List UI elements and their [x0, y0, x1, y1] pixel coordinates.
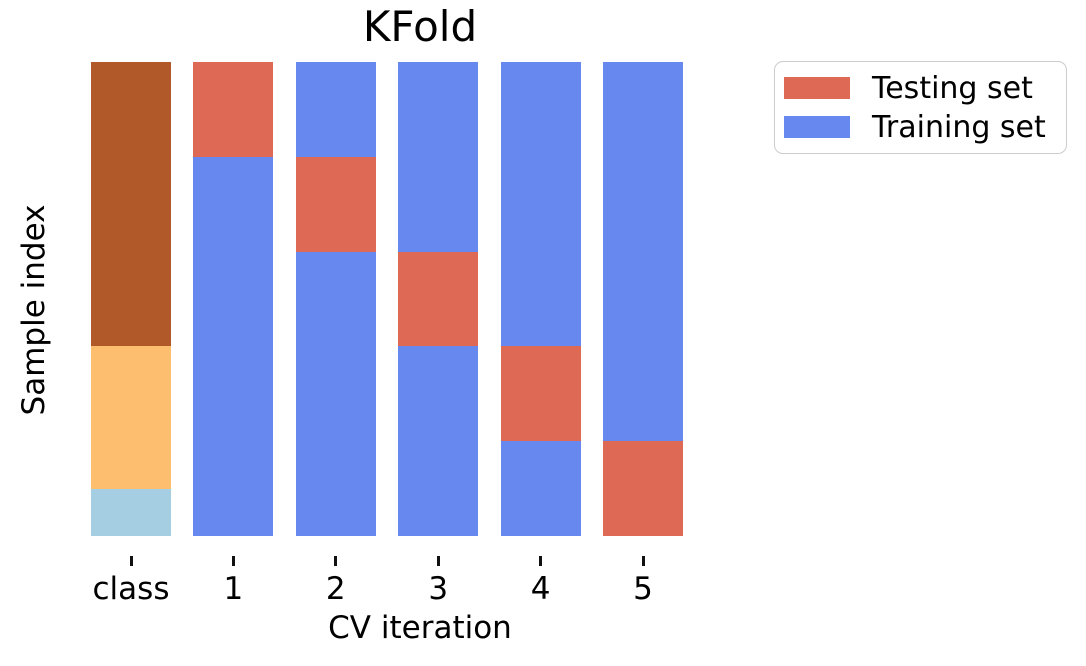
legend-swatch [784, 116, 850, 138]
bar-segment-test [500, 346, 581, 442]
bar-segment-test [295, 156, 376, 252]
legend-label: Training set [872, 109, 1046, 145]
legend-label: Testing set [872, 70, 1033, 106]
x-tick-label-2: 2 [325, 571, 346, 607]
bar-segment-train [193, 156, 274, 536]
x-axis-label: CV iteration [328, 610, 512, 646]
bar-segment-test [398, 251, 479, 347]
bar-segment-test [603, 441, 683, 536]
plot-area [91, 62, 691, 536]
legend-items: Testing set Training set [784, 71, 1056, 144]
x-tick [129, 556, 133, 566]
chart-title: KFold [362, 2, 478, 51]
bar-segment-class-bottom [91, 488, 171, 536]
legend-item: Testing set [784, 71, 1056, 105]
legend-item: Training set [784, 110, 1056, 144]
bar-column-class [91, 62, 171, 536]
x-tick [641, 556, 645, 566]
bar-segment-train [295, 62, 376, 157]
bar-column-2 [295, 62, 376, 536]
bar-segment-test [193, 62, 274, 157]
bar-column-4 [500, 62, 581, 536]
bar-segment-train [500, 62, 581, 347]
bar-segment-class-top [91, 62, 171, 347]
legend: Testing set Training set [774, 61, 1067, 154]
x-tick-label-5: 5 [633, 571, 653, 607]
x-tick-label-1: 1 [223, 571, 244, 607]
bar-segment-train [398, 346, 479, 536]
x-tick [539, 556, 543, 566]
bar-segment-train [398, 62, 479, 252]
bar-segment-train [603, 62, 683, 442]
bar-column-3 [398, 62, 479, 536]
bar-segment-train [500, 441, 581, 536]
legend-swatch [784, 77, 850, 99]
x-tick-label-class: class [92, 571, 170, 607]
x-tick [436, 556, 440, 566]
bar-segment-train [295, 251, 376, 536]
x-tick [231, 556, 235, 566]
y-axis-label: Sample index [16, 204, 52, 416]
x-tick [334, 556, 338, 566]
x-tick-label-3: 3 [428, 571, 449, 607]
bar-column-5 [603, 62, 683, 536]
bar-segment-class-middle [91, 346, 171, 489]
x-tick-label-4: 4 [530, 571, 551, 607]
bar-column-1 [193, 62, 274, 536]
